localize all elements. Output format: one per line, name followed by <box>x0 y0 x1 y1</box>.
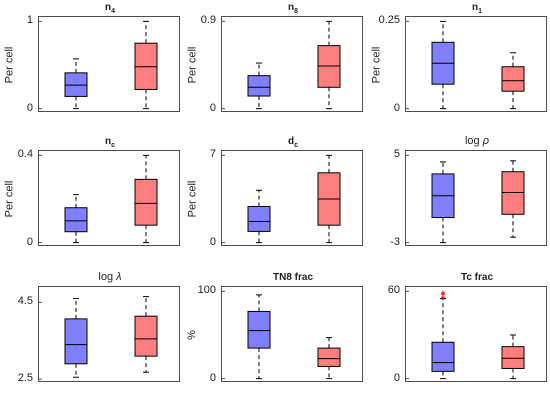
subplot-title: TN8 frac <box>222 272 364 283</box>
plot-area <box>39 20 158 110</box>
box-body <box>64 207 88 233</box>
subplot-title: n8 <box>222 2 364 15</box>
y-axis-label: Per cell <box>185 180 198 218</box>
title-symbol: ρ <box>479 135 490 147</box>
y-tick-label: 0.9 <box>200 14 216 27</box>
y-tick-label: 0.25 <box>378 14 400 27</box>
y-tick-label: 0 <box>209 371 216 384</box>
y-tick-label: 100 <box>197 284 216 297</box>
box-2 <box>134 154 158 244</box>
title-subscript: 4 <box>111 8 115 15</box>
subplot-title: n1 <box>406 2 548 15</box>
box-body <box>501 346 525 369</box>
plot-area <box>39 296 158 380</box>
subplot-9: Tc frac 0 60 <box>388 272 547 384</box>
plot-area <box>222 154 341 244</box>
box-body <box>501 66 525 92</box>
subplot-title: log λ <box>39 271 181 283</box>
box-2 <box>317 154 341 244</box>
subplot-8: TN8 frac 0 100% <box>186 272 363 384</box>
subplot-7: log λ 2.5 4.5 <box>18 271 180 384</box>
box-1 <box>247 189 271 244</box>
subplot-title: dc <box>222 136 364 149</box>
y-axis-label: Per cell <box>185 46 198 84</box>
box-1 <box>64 194 88 244</box>
box-1 <box>64 58 88 110</box>
subplot-3: n1 0 0.25 Per cell <box>370 2 547 114</box>
box-body <box>64 318 88 365</box>
title-subscript: c <box>111 142 115 149</box>
subplot-6: log ρ -3 5 <box>390 135 547 248</box>
box-1 <box>431 290 455 380</box>
subplot-title: Tc frac <box>406 272 548 283</box>
box-body <box>501 171 525 215</box>
subplot-title: n4 <box>39 2 181 15</box>
y-tick-label: 4.5 <box>17 295 33 308</box>
subplot-5: dc 0 7 Per cell <box>186 136 363 248</box>
y-tick-label: 0 <box>209 101 216 114</box>
title-subscript: 8 <box>294 8 298 15</box>
y-tick-label: 7 <box>209 148 216 161</box>
title-text: n <box>104 136 112 147</box>
subplot-title: log ρ <box>406 135 548 147</box>
title-text: n <box>287 2 295 13</box>
box-2 <box>501 334 525 380</box>
y-axis-label: % <box>185 330 198 340</box>
title-symbol: λ <box>113 271 122 283</box>
y-axis-label: Per cell <box>2 180 15 218</box>
title-text: log <box>98 271 114 283</box>
box-body <box>431 341 455 372</box>
title-text: d <box>287 136 295 147</box>
box-1 <box>64 298 88 378</box>
subplot-2: n8 0 0.9 Per cell <box>186 2 363 114</box>
subplot-4: nc 0 0.4 Per cell <box>3 136 180 248</box>
y-tick-label: 1 <box>26 14 33 27</box>
y-tick-label: 0 <box>393 371 400 384</box>
title-text: TN8 frac <box>272 272 313 283</box>
y-tick-label: 0 <box>393 101 400 114</box>
box-body <box>317 347 341 367</box>
box-1 <box>431 20 455 110</box>
title-subscript: 1 <box>478 8 482 15</box>
plot-area <box>39 154 158 244</box>
y-tick-label: -3 <box>390 235 400 248</box>
y-tick-label: 5 <box>393 148 400 161</box>
plot-area <box>222 290 341 380</box>
box-body <box>134 178 158 226</box>
box-body <box>247 310 271 349</box>
box-2 <box>317 20 341 110</box>
y-tick-label: 0 <box>26 101 33 114</box>
subplot-1: n4 0 1 Per cell <box>3 2 180 114</box>
y-tick-label: 60 <box>387 284 400 297</box>
plot-area <box>406 154 525 244</box>
box-2 <box>134 296 158 373</box>
title-text: n <box>471 2 479 13</box>
plot-area <box>406 20 525 110</box>
y-tick-label: 0 <box>26 235 33 248</box>
box-body <box>134 315 158 357</box>
box-2 <box>501 52 525 110</box>
y-axis-label: Per cell <box>369 46 382 84</box>
title-text: n <box>104 2 112 13</box>
box-2 <box>134 20 158 110</box>
box-body <box>247 205 271 232</box>
plot-area <box>222 20 341 110</box>
title-text: Tc frac <box>460 272 494 283</box>
box-body <box>247 75 271 97</box>
box-1 <box>431 161 455 244</box>
title-text: log <box>464 135 480 147</box>
box-1 <box>247 62 271 110</box>
box-2 <box>317 337 341 380</box>
y-tick-label: 2.5 <box>17 372 33 385</box>
y-axis-label: Per cell <box>2 46 15 84</box>
y-tick-label: 0.4 <box>17 148 33 161</box>
box-2 <box>501 160 525 238</box>
title-subscript: c <box>294 142 298 149</box>
subplot-title: nc <box>39 136 181 149</box>
box-1 <box>247 294 271 380</box>
plot-area <box>406 290 525 380</box>
y-tick-label: 0 <box>209 235 216 248</box>
